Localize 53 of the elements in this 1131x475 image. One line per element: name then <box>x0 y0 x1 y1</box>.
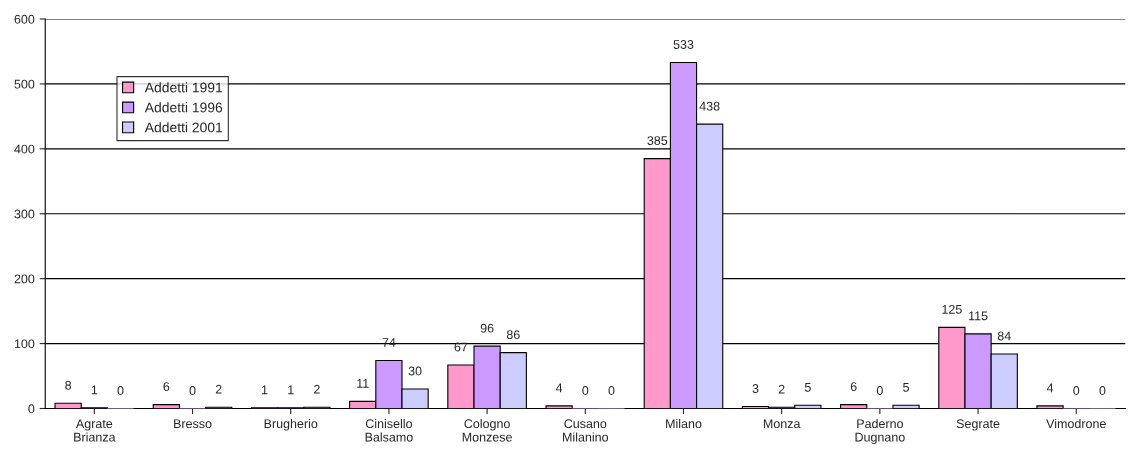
data-label: 84 <box>997 331 1011 341</box>
data-label: 0 <box>608 386 615 395</box>
data-label: 385 <box>647 136 668 145</box>
data-label: 0 <box>1099 386 1106 395</box>
y-tick-label: 0 <box>28 404 35 414</box>
data-label: 2 <box>215 384 222 394</box>
x-tick-label: Paderno Dugnano <box>855 418 905 445</box>
data-label: 2 <box>314 384 320 394</box>
y-tick-label: 600 <box>14 14 35 24</box>
data-label: 5 <box>804 382 811 392</box>
data-label: 0 <box>582 386 589 395</box>
data-label: 1 <box>91 385 98 395</box>
data-label: 0 <box>1073 386 1080 395</box>
data-label: 8 <box>65 380 72 390</box>
data-label: 0 <box>189 386 196 395</box>
x-tick-label: Bresso <box>174 419 212 429</box>
data-label: 6 <box>163 382 170 392</box>
data-label: 438 <box>699 101 720 111</box>
data-label: 86 <box>506 330 520 340</box>
y-tick-label: 200 <box>14 274 35 284</box>
data-label: 2 <box>778 384 785 394</box>
data-label: 6 <box>850 382 857 392</box>
data-label: 533 <box>673 40 694 49</box>
legend-label: Addetti 1991 <box>144 82 223 93</box>
data-label: 0 <box>876 386 883 395</box>
data-label: 1 <box>262 385 268 395</box>
y-tick-label: 500 <box>14 79 35 89</box>
data-label: 4 <box>1046 383 1054 393</box>
data-label: 0 <box>117 386 124 395</box>
data-label: 4 <box>555 383 563 393</box>
legend-label: Addetti 2001 <box>144 122 223 133</box>
x-tick-label: Monza <box>763 419 801 429</box>
data-label: 1 <box>288 385 294 395</box>
y-tick-label: 400 <box>14 144 35 154</box>
x-tick-label: Agrate Brianza <box>74 419 116 442</box>
x-tick-label: Brugherio <box>264 418 318 431</box>
data-label: 3 <box>752 384 759 393</box>
legend-label: Addetti 1996 <box>144 102 223 113</box>
x-tick-label: Cinisello Balsamo <box>365 418 413 442</box>
x-tick-label: Cologno Monzese <box>462 418 512 442</box>
x-tick-label: Milano <box>666 418 702 429</box>
data-label: 11 <box>357 379 369 388</box>
data-label: 115 <box>969 311 988 321</box>
data-label: 5 <box>903 382 909 392</box>
data-label: 125 <box>942 304 962 314</box>
x-tick-label: Segrate <box>956 419 1000 431</box>
x-tick-label: Vimodrone <box>1046 418 1106 429</box>
data-label: 67 <box>454 342 468 352</box>
data-label: 96 <box>480 323 494 333</box>
y-tick-label: 300 <box>14 209 35 219</box>
x-tick-label: Cusano Milanino <box>563 419 609 442</box>
data-label: 30 <box>408 366 422 376</box>
y-tick-label: 100 <box>14 339 35 349</box>
